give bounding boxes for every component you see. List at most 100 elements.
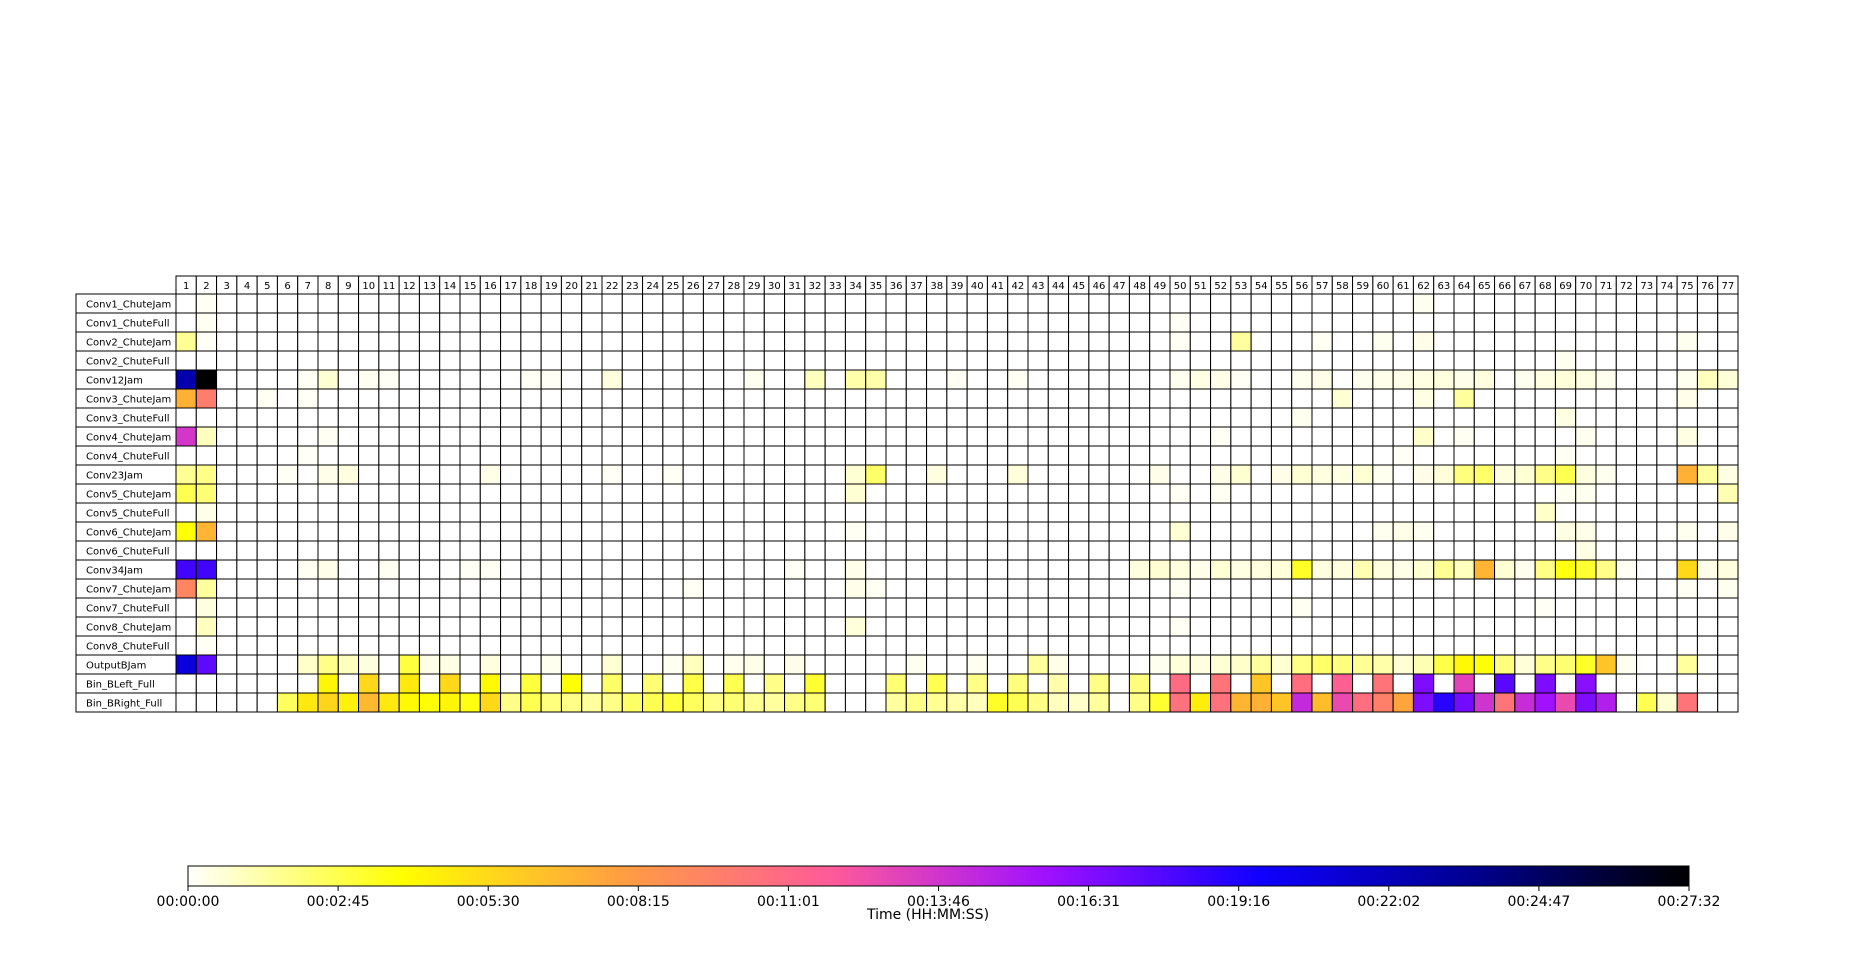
heatmap-cell [1372, 350, 1394, 371]
heatmap-cell [1534, 540, 1556, 561]
heatmap-cell [1473, 350, 1496, 371]
heatmap-cell [844, 293, 867, 314]
heatmap-cell [236, 312, 258, 333]
heatmap-cell [1108, 597, 1130, 618]
heatmap-cell [865, 521, 887, 542]
heatmap-cell [1453, 369, 1475, 390]
heatmap-cell [743, 426, 765, 447]
heatmap-cell [621, 521, 644, 542]
heatmap-cell [702, 578, 725, 599]
heatmap-cell [1068, 559, 1090, 580]
heatmap-cell [1514, 540, 1536, 561]
heatmap-cell [946, 521, 968, 542]
heatmap-cell [479, 483, 502, 504]
heatmap-cell [1068, 502, 1090, 523]
heatmap-cell [195, 540, 218, 561]
heatmap-cell [1128, 559, 1151, 580]
heatmap-cell [1291, 578, 1313, 599]
heatmap-cell [500, 502, 522, 523]
heatmap-cell [601, 464, 623, 485]
heatmap-cell [1088, 692, 1110, 713]
heatmap-cell [1676, 540, 1698, 561]
heatmap-cell [1615, 540, 1638, 561]
heatmap-cell [1433, 559, 1455, 580]
heatmap-cell [337, 616, 360, 637]
heatmap-cell [1514, 369, 1536, 390]
heatmap-cell [926, 597, 948, 618]
heatmap-cell [1433, 388, 1455, 409]
column-tick-label: 7 [305, 281, 311, 292]
heatmap-cell [1270, 350, 1293, 371]
colorbar: 00:00:00 00:02:45 00:05:30 00:08:15 00:11:01… [157, 865, 1720, 910]
heatmap-cell [581, 597, 603, 618]
heatmap-cell [479, 654, 502, 675]
heatmap-cell [885, 654, 907, 675]
heatmap-cell [662, 559, 684, 580]
heatmap-cell [804, 350, 826, 371]
heatmap-cell [1595, 616, 1617, 637]
heatmap-cell [1291, 464, 1313, 485]
heatmap-cell [1027, 464, 1049, 485]
heatmap-cell [1615, 445, 1638, 466]
heatmap-cell [439, 597, 461, 618]
heatmap-cell [1210, 635, 1232, 656]
heatmap-cell [297, 331, 319, 352]
heatmap-cell [642, 597, 664, 618]
heatmap-cell [682, 540, 704, 561]
heatmap-cell [1047, 540, 1070, 561]
heatmap-cell [1433, 312, 1455, 333]
heatmap-cell [520, 654, 542, 675]
heatmap-cell [743, 521, 765, 542]
heatmap-cell [1068, 578, 1090, 599]
heatmap-cell [1108, 578, 1130, 599]
heatmap-cell [1230, 293, 1252, 314]
heatmap-cell [337, 312, 360, 333]
heatmap-cell [1696, 559, 1719, 580]
heatmap-cell [1068, 464, 1090, 485]
heatmap-cell [540, 540, 562, 561]
heatmap-cell [743, 369, 765, 390]
heatmap-cell [1514, 616, 1536, 637]
heatmap-cell [581, 369, 603, 390]
heatmap-cell [1412, 559, 1435, 580]
heatmap-cell [175, 445, 197, 466]
heatmap-cell [1433, 692, 1455, 713]
heatmap-cell [662, 369, 684, 390]
heatmap-cell [1392, 407, 1414, 428]
heatmap-cell [844, 578, 867, 599]
heatmap-cell [1615, 483, 1638, 504]
heatmap-cell [256, 578, 278, 599]
heatmap-cell [297, 502, 319, 523]
heatmap-cell [1473, 369, 1496, 390]
heatmap-cell [1210, 350, 1232, 371]
heatmap-cell [398, 407, 420, 428]
heatmap-cell [276, 331, 299, 352]
heatmap-cell [236, 654, 258, 675]
heatmap-cell [1270, 293, 1293, 314]
heatmap-cell [642, 578, 664, 599]
heatmap-cell [540, 578, 562, 599]
heatmap-cell [1534, 331, 1556, 352]
heatmap-cell [1128, 616, 1151, 637]
heatmap-cell [500, 540, 522, 561]
heatmap-cell [926, 692, 948, 713]
column-tick-label: 24 [646, 281, 659, 292]
heatmap-cell [418, 407, 441, 428]
heatmap-cell [865, 559, 887, 580]
heatmap-cell [1717, 426, 1739, 447]
heatmap-cell [682, 654, 704, 675]
heatmap-cell [682, 331, 704, 352]
heatmap-cell [601, 445, 623, 466]
heatmap-cell [946, 635, 968, 656]
heatmap-cell [1331, 597, 1354, 618]
heatmap-cell [1433, 578, 1455, 599]
heatmap-cell [1433, 540, 1455, 561]
heatmap-cell [1352, 521, 1374, 542]
heatmap-cell [966, 540, 988, 561]
heatmap-cell [682, 407, 704, 428]
heatmap-cell [966, 559, 988, 580]
heatmap-cell [865, 312, 887, 333]
heatmap-cell [560, 692, 583, 713]
heatmap-cell [1108, 407, 1130, 428]
heatmap-cell [1717, 445, 1739, 466]
